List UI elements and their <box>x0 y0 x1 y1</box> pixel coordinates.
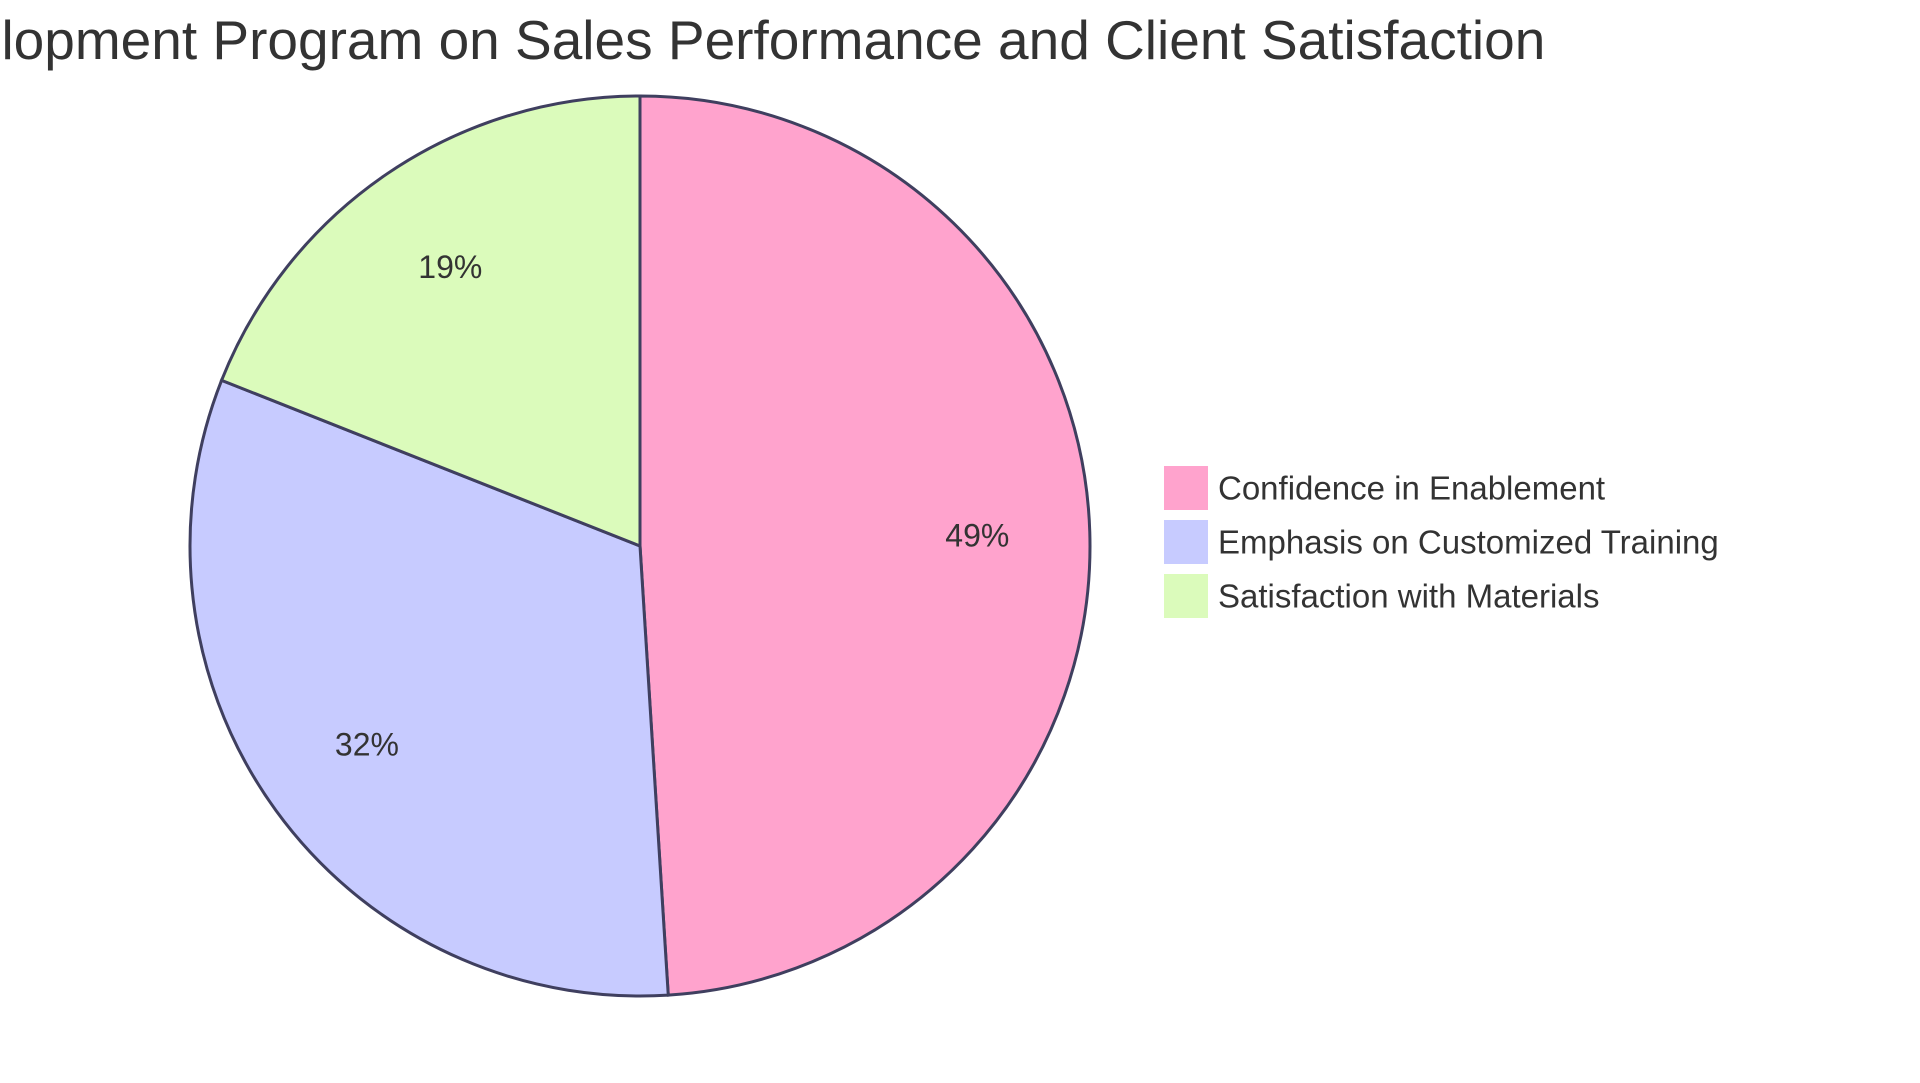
legend-swatch <box>1164 520 1208 564</box>
legend: Confidence in Enablement Emphasis on Cust… <box>1164 466 1719 618</box>
slice-value-label: 32% <box>335 726 399 762</box>
chart-title: Impact of Sales Development Program on S… <box>0 9 1545 71</box>
pie-slice <box>638 94 1092 997</box>
slice-value-label: 19% <box>418 249 482 285</box>
pie-slices <box>188 94 1092 998</box>
pie-slice-labels: 49% 32% 19% <box>335 249 1009 763</box>
slice-value-label: 49% <box>945 517 1009 553</box>
legend-swatch <box>1164 466 1208 510</box>
legend-swatch <box>1164 574 1208 618</box>
legend-label: Satisfaction with Materials <box>1218 578 1599 615</box>
legend-label: Confidence in Enablement <box>1218 470 1605 507</box>
legend-label: Emphasis on Customized Training <box>1218 524 1719 561</box>
pie-slice <box>188 378 670 998</box>
pie-slice <box>219 94 642 549</box>
